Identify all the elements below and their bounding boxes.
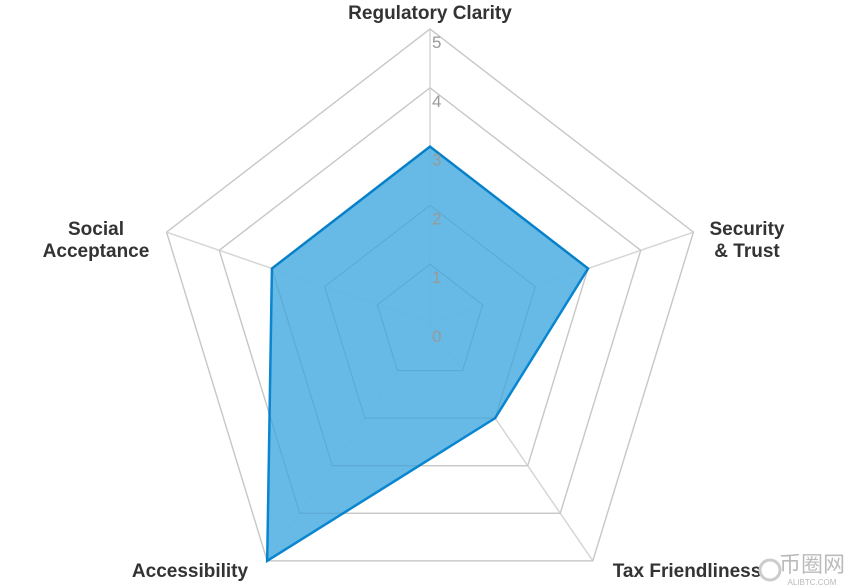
axis-label: Security & Trust: [710, 219, 785, 262]
watermark-subtext: ALIBTC.COM: [788, 578, 837, 587]
axis-label-line: Security: [710, 219, 785, 240]
axis-label: Social Acceptance: [43, 219, 150, 262]
axis-label: Regulatory Clarity: [348, 3, 512, 24]
axis-label-line: Tax Friendliness: [613, 561, 762, 582]
axis-label-line: Acceptance: [43, 241, 150, 262]
axis-label-line: Regulatory Clarity: [348, 3, 512, 24]
grid-ring-overlay: [165, 28, 695, 562]
grid-ring-4: [218, 86, 642, 515]
watermark-logo: 币圈网: [779, 552, 845, 577]
tick-label: 2: [432, 209, 441, 228]
grid-ring-5: [165, 28, 695, 562]
grid-ring-overlay: [376, 263, 484, 372]
tick-label: 0: [432, 327, 441, 346]
grid-ring-overlay: [218, 87, 642, 514]
axis-label-line: & Trust: [714, 241, 780, 262]
watermark-icon: [758, 558, 782, 582]
axis-label: Accessibility: [132, 561, 249, 582]
grid-ring-overlay: [271, 145, 589, 467]
grid-ring-overlay: [324, 204, 536, 419]
tick-label: 5: [432, 33, 441, 52]
series-area: [265, 145, 590, 564]
axis-label-line: Accessibility: [132, 561, 249, 582]
tick-label: 1: [432, 268, 441, 287]
tick-label: 3: [432, 151, 441, 170]
axis-label-line: Social: [68, 219, 124, 240]
axis-label: Tax Friendliness: [613, 561, 762, 582]
tick-label: 4: [432, 92, 441, 111]
